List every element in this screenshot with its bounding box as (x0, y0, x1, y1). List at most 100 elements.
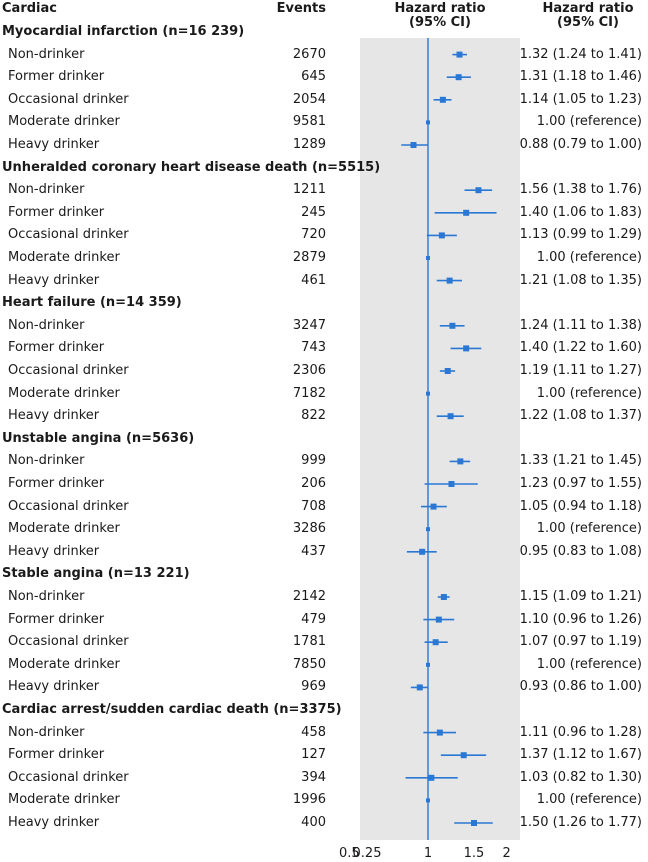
hr-ci-text: 1.00 (reference) (536, 792, 642, 808)
row-label: Former drinker (8, 204, 105, 220)
hr-ci-text: 0.88 (0.79 to 1.00) (519, 137, 642, 152)
row-label: Occasional drinker (8, 769, 129, 785)
hr-ci-text: 1.40 (1.06 to 1.83) (519, 204, 642, 220)
hr-plot-header: Hazard ratio (95% CI) (360, 2, 520, 30)
events-value: 479 (301, 611, 326, 627)
hr-ci-text: 0.93 (0.86 to 1.00) (519, 679, 642, 695)
group-label: Heart failure (n=14 359) (2, 295, 182, 311)
group-label: Unheralded coronary heart disease death … (2, 159, 381, 175)
row-label: Former drinker (8, 747, 105, 763)
row-label: Moderate drinker (8, 385, 120, 401)
row-label: Moderate drinker (8, 656, 120, 672)
row-label: Moderate drinker (8, 250, 120, 265)
hr-ci-text: 1.24 (1.11 to 1.38) (519, 317, 642, 333)
hr-ci-text: 1.37 (1.12 to 1.67) (519, 747, 642, 763)
events-value: 461 (301, 272, 326, 288)
events-value: 458 (301, 724, 326, 740)
row-label: Heavy drinker (8, 137, 100, 152)
hr-ci-text: 1.00 (reference) (536, 385, 642, 401)
row-label: Non-drinker (8, 453, 85, 469)
row-label: Non-drinker (8, 46, 85, 62)
hr-ci-text: 1.07 (0.97 to 1.19) (519, 634, 642, 650)
events-value: 720 (301, 227, 326, 243)
events-value: 127 (301, 747, 326, 763)
x-tick-label: 2 (502, 846, 511, 861)
events-value: 1289 (292, 137, 326, 152)
row-label: Former drinker (8, 611, 105, 627)
events-value: 645 (301, 69, 326, 85)
group-label: Stable angina (n=13 221) (2, 566, 190, 582)
events-value: 206 (301, 476, 326, 491)
hr-ci-text: 1.00 (reference) (536, 250, 642, 265)
row-label: Occasional drinker (8, 91, 129, 107)
events-value: 2054 (292, 91, 326, 107)
events-value: 9581 (292, 114, 326, 130)
row-label: Occasional drinker (8, 227, 129, 243)
group-label: Cardiac arrest/sudden cardiac death (n=3… (2, 702, 342, 717)
events-value: 2670 (292, 46, 326, 62)
hr-text-header-line2: (95% CI) (557, 15, 619, 30)
events-value: 2879 (292, 250, 326, 265)
hr-ci-text: 1.50 (1.26 to 1.77) (519, 815, 642, 830)
events-value: 7850 (292, 656, 326, 672)
row-label: Former drinker (8, 476, 105, 491)
hr-ci-text: 1.22 (1.08 to 1.37) (519, 408, 642, 424)
row-label: Non-drinker (8, 724, 85, 740)
hr-ci-text: 1.15 (1.09 to 1.21) (519, 589, 642, 604)
row-label: Moderate drinker (8, 114, 120, 130)
plot-background (360, 38, 520, 840)
row-label: Heavy drinker (8, 408, 100, 424)
hr-ci-text: 1.05 (0.94 to 1.18) (519, 498, 642, 514)
x-tick-label: 0.5 (339, 846, 360, 861)
events-value: 437 (301, 543, 326, 559)
events-value: 2306 (292, 363, 326, 378)
x-tick-label: 1 (423, 846, 433, 861)
row-label: Former drinker (8, 69, 105, 85)
row-label: Occasional drinker (8, 498, 129, 514)
group-label: Unstable angina (n=5636) (2, 430, 195, 446)
hr-ci-text: 0.95 (0.83 to 1.08) (519, 543, 642, 559)
row-label: Moderate drinker (8, 521, 120, 537)
hr-ci-text: 1.00 (reference) (536, 521, 642, 537)
row-label: Moderate drinker (8, 792, 120, 808)
events-value: 999 (301, 453, 326, 469)
hr-ci-text: 1.40 (1.22 to 1.60) (519, 340, 642, 356)
events-value: 394 (301, 769, 326, 785)
events-value: 1996 (292, 792, 326, 808)
row-label: Heavy drinker (8, 679, 100, 695)
row-label: Occasional drinker (8, 634, 129, 650)
hr-plot-header-line2: (95% CI) (409, 15, 471, 30)
hr-ci-text: 1.14 (1.05 to 1.23) (519, 91, 642, 107)
group-label: Myocardial infarction (n=16 239) (2, 24, 245, 39)
events-value: 400 (301, 815, 326, 830)
hr-ci-text: 1.10 (0.96 to 1.26) (519, 611, 642, 627)
events-header: Events (276, 1, 326, 16)
hr-ci-text: 1.00 (reference) (536, 114, 642, 130)
hr-ci-text: 1.00 (reference) (536, 656, 642, 672)
row-label: Non-drinker (8, 317, 85, 333)
hr-plot-header-line1: Hazard ratio (394, 1, 486, 16)
events-value: 7182 (292, 385, 326, 401)
x-tick-label: 1.5 (463, 846, 485, 861)
row-label: Non-drinker (8, 589, 85, 604)
hr-ci-text: 1.33 (1.21 to 1.45) (519, 453, 642, 469)
hr-ci-text: 1.21 (1.08 to 1.35) (519, 272, 642, 288)
row-label: Heavy drinker (8, 272, 100, 288)
hr-ci-text: 1.23 (0.97 to 1.55) (519, 476, 642, 491)
panel-title: Cardiac (2, 1, 57, 16)
hr-ci-text: 1.31 (1.18 to 1.46) (519, 69, 642, 85)
row-label: Non-drinker (8, 182, 85, 198)
hr-ci-text: 1.11 (0.96 to 1.28) (519, 724, 642, 740)
row-label: Heavy drinker (8, 815, 100, 830)
events-value: 743 (301, 340, 326, 356)
events-value: 3247 (292, 317, 326, 333)
hr-ci-text: 1.56 (1.38 to 1.76) (519, 182, 642, 198)
events-value: 1781 (292, 634, 326, 650)
hr-ci-text: 1.19 (1.11 to 1.27) (519, 363, 642, 378)
events-value: 969 (301, 679, 326, 695)
events-value: 245 (301, 204, 326, 220)
hr-ci-text: 1.32 (1.24 to 1.41) (519, 46, 642, 62)
row-label: Heavy drinker (8, 543, 100, 559)
hr-text-header: Hazard ratio (95% CI) (528, 2, 648, 30)
